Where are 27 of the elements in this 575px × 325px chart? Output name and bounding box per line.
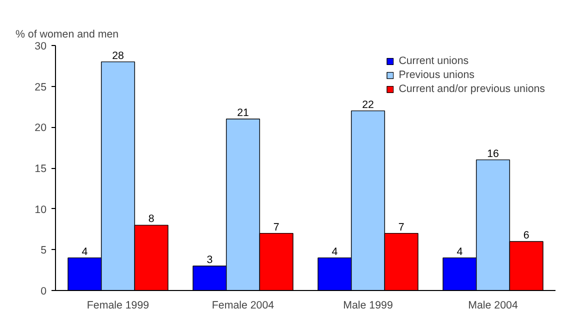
legend-label: Current and/or previous unions bbox=[398, 83, 545, 95]
x-tick-label: Female 1999 bbox=[86, 300, 150, 312]
y-tick-label: 5 bbox=[40, 244, 47, 257]
data-label: 6 bbox=[523, 230, 530, 242]
data-label: 4 bbox=[456, 246, 463, 258]
data-label: 21 bbox=[237, 107, 249, 119]
data-label: 7 bbox=[398, 221, 404, 234]
data-label: 8 bbox=[148, 213, 154, 226]
data-label: 4 bbox=[332, 246, 338, 258]
x-tick-label: Male 2004 bbox=[468, 300, 518, 312]
y-tick-label: 25 bbox=[34, 81, 47, 94]
y-tick-label: 20 bbox=[34, 122, 47, 134]
data-label: 3 bbox=[206, 254, 213, 266]
data-label: 7 bbox=[273, 221, 280, 234]
y-tick-label: 15 bbox=[34, 163, 47, 175]
y-tick-label: 0 bbox=[40, 286, 47, 298]
legend-label: Previous unions bbox=[398, 69, 475, 81]
x-tick-label: Male 1999 bbox=[343, 300, 393, 312]
y-tick-label: 30 bbox=[34, 40, 47, 52]
data-label: 16 bbox=[487, 148, 499, 160]
y-tick-label: 10 bbox=[34, 204, 47, 216]
data-label: 4 bbox=[82, 246, 88, 258]
y-axis-title: % of women and men bbox=[16, 28, 119, 40]
legend-label: Current unions bbox=[398, 55, 469, 67]
x-tick-label: Female 2004 bbox=[212, 300, 274, 312]
data-label: 22 bbox=[362, 98, 374, 111]
data-label: 28 bbox=[112, 50, 124, 62]
